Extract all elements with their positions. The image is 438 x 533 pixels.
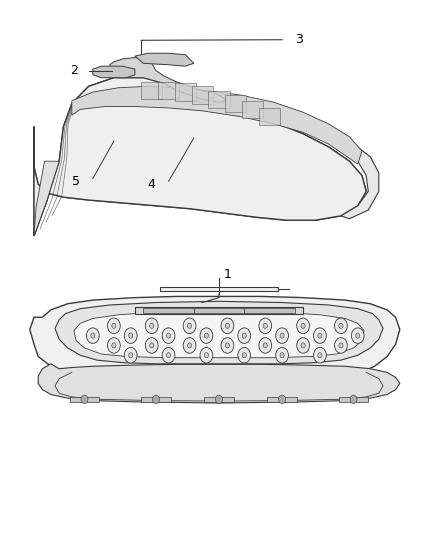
Polygon shape (244, 308, 295, 313)
Circle shape (259, 318, 272, 334)
Polygon shape (267, 397, 297, 402)
Polygon shape (135, 53, 194, 66)
FancyBboxPatch shape (160, 287, 278, 292)
Circle shape (221, 318, 234, 334)
Polygon shape (30, 296, 400, 382)
Circle shape (204, 353, 208, 358)
Circle shape (107, 338, 120, 353)
Circle shape (242, 353, 246, 358)
Circle shape (259, 338, 272, 353)
Polygon shape (242, 101, 263, 118)
Polygon shape (34, 78, 366, 236)
Circle shape (238, 328, 251, 343)
Circle shape (318, 353, 322, 358)
Circle shape (238, 348, 251, 363)
Circle shape (150, 343, 154, 348)
Polygon shape (194, 308, 244, 313)
Polygon shape (143, 308, 194, 313)
Circle shape (339, 343, 343, 348)
Polygon shape (158, 82, 179, 99)
Circle shape (339, 324, 343, 328)
Polygon shape (208, 91, 230, 108)
Polygon shape (34, 78, 366, 236)
Circle shape (200, 348, 213, 363)
Circle shape (150, 324, 154, 328)
Circle shape (242, 333, 246, 338)
Circle shape (183, 338, 196, 353)
Polygon shape (74, 311, 364, 358)
Circle shape (162, 328, 175, 343)
Circle shape (107, 318, 120, 334)
Text: 1: 1 (223, 268, 231, 281)
Circle shape (314, 328, 326, 343)
Polygon shape (135, 308, 303, 313)
Circle shape (280, 333, 284, 338)
Circle shape (335, 338, 347, 353)
Polygon shape (259, 108, 280, 125)
Circle shape (124, 348, 137, 363)
Circle shape (215, 395, 223, 403)
Polygon shape (141, 397, 171, 402)
Circle shape (145, 318, 158, 334)
Circle shape (314, 348, 326, 363)
Circle shape (279, 395, 286, 403)
Circle shape (301, 324, 305, 328)
Circle shape (86, 328, 99, 343)
Circle shape (276, 348, 289, 363)
Circle shape (297, 338, 310, 353)
Polygon shape (328, 134, 379, 219)
Circle shape (225, 343, 230, 348)
Text: 4: 4 (148, 177, 155, 191)
Circle shape (183, 318, 196, 334)
Polygon shape (339, 397, 368, 402)
Polygon shape (204, 397, 234, 402)
Circle shape (280, 353, 284, 358)
Circle shape (351, 328, 364, 343)
Polygon shape (93, 66, 135, 78)
Text: 2: 2 (70, 64, 78, 77)
Circle shape (301, 343, 305, 348)
Polygon shape (38, 364, 400, 403)
Polygon shape (175, 84, 196, 101)
Text: 5: 5 (72, 175, 80, 188)
Circle shape (204, 333, 208, 338)
Circle shape (129, 353, 133, 358)
Polygon shape (225, 95, 246, 112)
Circle shape (112, 324, 116, 328)
Circle shape (187, 324, 192, 328)
Circle shape (200, 328, 213, 343)
Circle shape (297, 318, 310, 334)
Circle shape (166, 353, 171, 358)
Text: 3: 3 (295, 33, 303, 46)
Circle shape (276, 328, 289, 343)
Circle shape (356, 333, 360, 338)
Polygon shape (141, 82, 162, 99)
Polygon shape (34, 161, 59, 236)
Polygon shape (72, 86, 362, 164)
Circle shape (335, 318, 347, 334)
Circle shape (166, 333, 171, 338)
Polygon shape (192, 86, 213, 103)
Circle shape (152, 395, 159, 403)
Circle shape (112, 343, 116, 348)
Circle shape (318, 333, 322, 338)
Polygon shape (70, 397, 99, 402)
Circle shape (124, 328, 137, 343)
Circle shape (91, 333, 95, 338)
Circle shape (221, 338, 234, 353)
Circle shape (225, 324, 230, 328)
Circle shape (81, 395, 88, 403)
Polygon shape (110, 58, 227, 102)
Polygon shape (55, 301, 383, 364)
Circle shape (263, 324, 267, 328)
Circle shape (187, 343, 192, 348)
Circle shape (263, 343, 267, 348)
Circle shape (162, 348, 175, 363)
Circle shape (350, 395, 357, 403)
Circle shape (129, 333, 133, 338)
Circle shape (145, 338, 158, 353)
